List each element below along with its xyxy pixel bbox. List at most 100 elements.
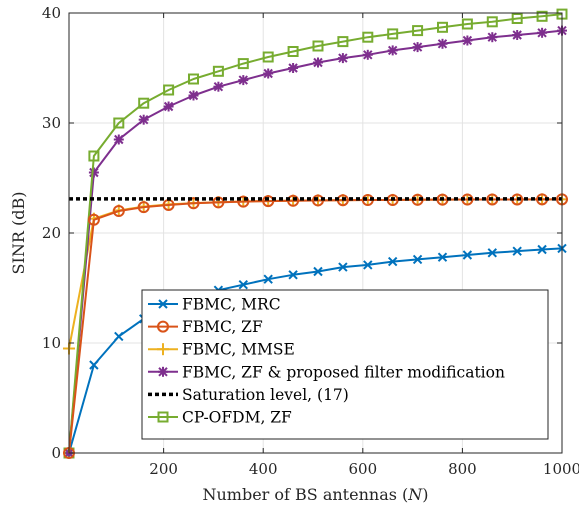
y-tick-label: 0	[51, 444, 61, 462]
data-point	[436, 21, 448, 33]
data-point	[511, 13, 523, 24]
marker-stroke	[487, 32, 497, 42]
data-point	[88, 167, 99, 178]
marker-square	[337, 36, 349, 48]
data-point	[88, 150, 100, 162]
data-point	[288, 63, 299, 73]
data-point	[312, 40, 324, 52]
x-axis-label: Number of BS antennas (N)	[202, 485, 428, 504]
data-point	[287, 194, 300, 207]
marker-stroke	[288, 270, 298, 280]
legend-label: FBMC, ZF & proposed filter modification	[182, 363, 505, 381]
x-tick-label: 400	[249, 460, 278, 478]
legend-swatch-marker	[158, 366, 168, 377]
legend-entry-fbmc-mmse: FBMC, MMSE	[148, 341, 295, 359]
data-point	[237, 195, 250, 208]
data-point	[387, 28, 399, 40]
data-point	[462, 250, 473, 260]
marker-stroke	[387, 45, 398, 56]
data-point	[138, 97, 150, 109]
marker-stroke	[188, 90, 199, 101]
data-point	[288, 270, 298, 280]
data-point	[512, 246, 522, 256]
legend-entry-fbmc-zf-proposed-filter-modification: FBMC, ZF & proposed filter modification	[148, 363, 505, 381]
data-point	[238, 75, 249, 86]
marker-stroke	[512, 30, 522, 40]
axis-ticks	[69, 12, 563, 454]
marker-square	[461, 18, 473, 30]
data-point	[412, 254, 423, 265]
data-point	[437, 252, 448, 262]
legend-label: CP-OFDM, ZF	[182, 409, 292, 427]
y-tick-label: 30	[42, 114, 61, 132]
x-tick-label: 1000	[543, 460, 579, 478]
marker-square	[536, 10, 548, 22]
data-point	[462, 35, 473, 46]
marker-stroke	[138, 114, 149, 125]
y-axis-label: SINR (dB)	[9, 192, 28, 275]
marker-stroke	[462, 35, 473, 46]
data-point	[138, 114, 149, 125]
data-point	[263, 68, 274, 79]
data-point	[337, 53, 348, 64]
marker-stroke	[89, 360, 99, 370]
x-tick-label: 200	[149, 460, 178, 478]
marker-square	[511, 13, 523, 24]
legend-label: Saturation level, (17)	[182, 386, 349, 404]
marker-circle	[262, 195, 275, 208]
marker-stroke	[213, 81, 224, 92]
data-point	[362, 31, 374, 43]
y-tick-label: 40	[42, 4, 61, 22]
data-point	[313, 266, 323, 277]
marker-circle	[187, 197, 200, 210]
legend-swatch-marker	[158, 299, 168, 309]
tick-labels: 200 400 600 800 1000 0 10 20 30 40	[42, 4, 579, 478]
marker-stroke	[437, 252, 448, 262]
marker-stroke	[363, 50, 373, 60]
legend-entry-fbmc-zf: FBMC, ZF	[148, 318, 263, 336]
legend-label: FBMC, MMSE	[182, 341, 295, 359]
legend-entry-fbmc-mrc: FBMC, MRC	[148, 296, 281, 314]
data-point	[212, 65, 224, 77]
marker-square	[387, 28, 399, 40]
marker-square	[412, 25, 424, 37]
data-point	[187, 197, 200, 210]
marker-stroke	[263, 68, 273, 79]
marker-stroke	[537, 28, 547, 38]
marker-square	[486, 16, 498, 28]
legend: FBMC, MRC FBMC, ZF FBMC, MMSE FBMC, ZF & pr…	[141, 289, 549, 440]
data-point	[188, 90, 199, 101]
marker-stroke	[114, 134, 124, 145]
marker-circle	[157, 320, 169, 333]
x-tick-label: 800	[448, 460, 477, 478]
data-point	[287, 46, 299, 57]
data-point	[512, 30, 523, 40]
marker-square	[287, 46, 299, 57]
marker-square	[237, 58, 249, 70]
marker-stroke	[437, 39, 448, 49]
marker-stroke	[288, 63, 298, 73]
x-tick-label: 600	[348, 460, 377, 478]
data-point	[337, 36, 349, 48]
data-point	[263, 274, 273, 284]
data-point	[137, 201, 150, 214]
data-point	[89, 360, 99, 370]
marker-square	[187, 73, 199, 85]
data-point	[387, 256, 398, 267]
data-point	[262, 195, 275, 208]
data-point	[437, 38, 448, 49]
data-point	[312, 57, 323, 68]
legend-box	[141, 289, 549, 440]
x-axis-label-close: )	[422, 485, 428, 504]
data-point	[163, 84, 175, 96]
marker-square	[138, 97, 150, 109]
x-axis-label-text: Number of BS antennas (	[202, 485, 408, 504]
marker-square	[88, 150, 100, 162]
data-point	[113, 134, 124, 145]
data-point	[536, 10, 548, 22]
data-point	[412, 25, 424, 37]
marker-circle	[87, 213, 100, 226]
data-point	[237, 58, 249, 70]
data-point	[163, 101, 174, 112]
marker-square	[262, 51, 274, 63]
